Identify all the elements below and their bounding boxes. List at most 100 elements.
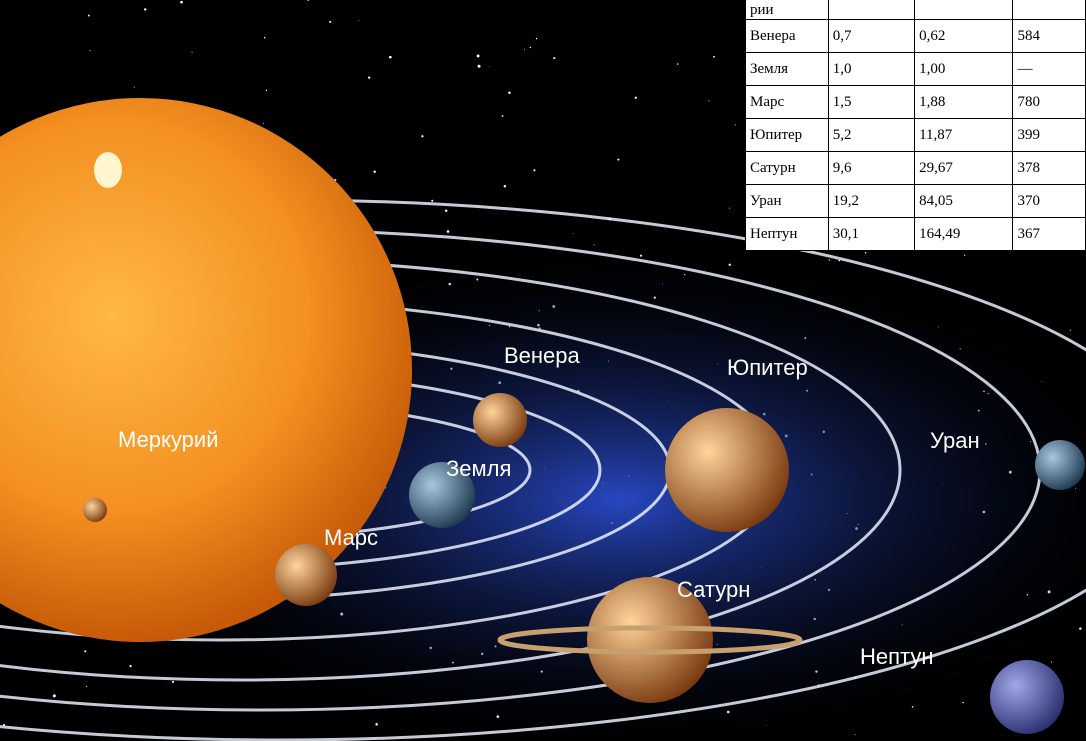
star (192, 52, 193, 53)
star (524, 49, 525, 50)
table-cell: Земля (746, 53, 829, 86)
planet-label: Юпитер (727, 355, 808, 381)
star (504, 185, 506, 187)
neptune (990, 660, 1064, 734)
table-cell: 780 (1013, 86, 1086, 119)
planet-label: Нептун (860, 644, 934, 670)
planet-label: Венера (504, 343, 580, 369)
table-row: рии (746, 0, 1086, 20)
table-cell (828, 0, 914, 20)
star (553, 57, 555, 59)
planet-label: Уран (930, 428, 980, 454)
table-cell: Марс (746, 86, 829, 119)
table-cell: 1,00 (915, 53, 1013, 86)
star (172, 681, 174, 683)
table-cell: 367 (1013, 218, 1086, 251)
mars (275, 544, 337, 606)
table-cell: 1,88 (915, 86, 1013, 119)
star (307, 0, 309, 1)
star (713, 56, 715, 58)
page: Меркурий Венера Земля Марс Юпитер Сатурн… (0, 0, 1086, 741)
star (573, 233, 574, 234)
star (134, 87, 135, 88)
table-cell: Уран (746, 185, 829, 218)
star (263, 123, 264, 124)
star (421, 135, 423, 137)
star (359, 20, 360, 21)
star (1070, 330, 1071, 331)
planet-label: Земля (446, 456, 511, 482)
star (389, 56, 392, 59)
star (635, 97, 637, 99)
star (266, 90, 267, 91)
star (445, 210, 447, 212)
star (677, 63, 679, 65)
sun-flare (94, 152, 122, 188)
star (536, 38, 537, 39)
table-cell: 5,2 (828, 119, 914, 152)
table-cell: Юпитер (746, 119, 829, 152)
table-cell: Сатурн (746, 152, 829, 185)
star (530, 47, 531, 48)
table-cell: 84,05 (915, 185, 1013, 218)
star (865, 252, 867, 254)
table-cell: 0,7 (828, 20, 914, 53)
planet-label: Марс (324, 525, 378, 551)
table-cell: 378 (1013, 152, 1086, 185)
star (964, 255, 965, 256)
star (708, 100, 709, 101)
star (374, 171, 376, 173)
star (431, 200, 433, 202)
table-cell: 164,49 (915, 218, 1013, 251)
table-cell: Венера (746, 20, 829, 53)
star (478, 65, 481, 68)
table-cell: 30,1 (828, 218, 914, 251)
star (502, 115, 504, 117)
table-cell: 9,6 (828, 152, 914, 185)
star (88, 15, 90, 17)
table-cell: 11,87 (915, 119, 1013, 152)
star (86, 686, 87, 687)
table-cell: 1,0 (828, 53, 914, 86)
star (89, 50, 90, 51)
star (508, 91, 511, 94)
table-cell (915, 0, 1013, 20)
star (144, 8, 146, 10)
star (264, 37, 265, 38)
table-cell (1013, 0, 1086, 20)
table-cell: 29,67 (915, 152, 1013, 185)
table-cell: 370 (1013, 185, 1086, 218)
table-cell: 1,5 (828, 86, 914, 119)
planet-label: Сатурн (677, 577, 750, 603)
star (180, 1, 183, 4)
star (84, 650, 86, 652)
star (477, 54, 480, 57)
mercury (83, 498, 107, 522)
venus (473, 393, 527, 447)
table-cell: 584 (1013, 20, 1086, 53)
jupiter (665, 408, 789, 532)
star (130, 665, 132, 667)
table-cell: рии (746, 0, 829, 20)
star (729, 208, 730, 209)
star (447, 230, 450, 233)
star (489, 66, 490, 67)
star (368, 77, 370, 79)
table-cell: Нептун (746, 218, 829, 251)
table-cell: 0,62 (915, 20, 1013, 53)
star (735, 124, 736, 125)
planet-label: Меркурий (118, 427, 218, 453)
table-cell: 399 (1013, 119, 1086, 152)
uranus (1035, 440, 1085, 490)
table-cell: — (1013, 53, 1086, 86)
star (617, 159, 619, 161)
star (329, 21, 331, 23)
